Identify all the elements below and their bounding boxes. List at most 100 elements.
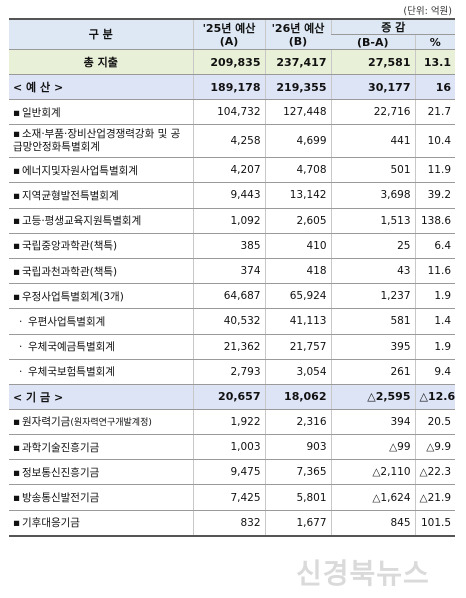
total-label: 총 지출 [9,49,193,75]
row-label: ▪ 국립과천과학관(책특) [9,258,193,285]
row-a: 1,922 [192,409,265,436]
table-row: ▪ 국립과천과학관(책특) 374 418 43 11.6 [9,258,456,285]
row-label-text: 일반회계 [22,106,61,119]
row-label-text: 국립과천과학관(책특) [22,265,118,278]
row-label: ▪ 고등·평생교육지원특별회계 [9,208,193,234]
row-label-text: 고등·평생교육지원특별회계 [22,215,142,228]
row-diff: 261 [330,359,415,385]
bullet-icon: ▪ [13,492,21,505]
budget-section-label: < 예 산 > [9,74,193,100]
row-label-text: 소재·부품·장비산업경쟁력강화 및 공급망안정화특별회계 [13,128,181,154]
row-pct: 1.9 [414,334,456,360]
row-a: 64,687 [192,283,265,310]
row-label: ▪ 우정사업특별회계(3개) [9,283,193,310]
row-b: 127,448 [264,99,331,126]
fund-section-row: < 기 금 > 20,657 18,062 △2,595 △12.6 [9,384,456,410]
header-col-a: '25년 예산 (A) [192,19,265,50]
row-label-text: 정보통신진흥기금 [22,466,100,479]
row-pct: 6.4 [414,233,456,259]
row-a: 104,732 [192,99,265,126]
row-pct: △22.3 [414,459,456,486]
row-label: ▪ 에너지및자원사업특별회계 [9,157,193,184]
row-pct: 1.4 [414,308,456,335]
row-label: ▪ 국립중앙과학관(책특) [9,233,193,259]
total-pct: 13.1 [414,49,456,75]
row-b: 418 [264,258,331,285]
row-label: ▪ 기후대응기금 [9,510,193,537]
row-pct: 21.7 [414,99,456,126]
bullet-icon: ▪ [13,517,21,530]
row-diff: 394 [330,409,415,436]
row-label-text: 지역균형발전특별회계 [22,189,119,202]
bullet-icon: ▪ [13,441,21,454]
row-pct: 39.2 [414,182,456,209]
row-diff: 1,237 [330,283,415,310]
row-b: 410 [264,233,331,259]
row-label-note: (원자력연구개발계정) [70,418,152,429]
budget-table: 구 분 '25년 예산 (A) '26년 예산 (B) 증 감 (B-A) % … [9,18,456,537]
row-diff: 845 [330,510,415,537]
bullet-icon: ▪ [13,265,21,278]
table-row: ▪ 우정사업특별회계(3개) 64,687 65,924 1,237 1.9 [9,283,456,310]
row-label-text: 에너지및자원사업특별회계 [22,164,138,177]
header-pct: % [414,34,456,50]
row-pct: 10.4 [414,124,456,159]
row-b: 7,365 [264,459,331,486]
row-diff: 3,698 [330,182,415,209]
table-row: ▪ 소재·부품·장비산업경쟁력강화 및 공급망안정화특별회계 4,258 4,69… [9,124,456,159]
row-pct: 101.5 [414,510,456,537]
row-diff: 25 [330,233,415,259]
bullet-icon: ▪ [13,416,21,429]
table-row: ▪ 과학기술진흥기금 1,003 903 △99 △9.9 [9,434,456,461]
row-b: 4,708 [264,157,331,184]
bullet-icon: ▪ [13,189,21,202]
row-diff: 581 [330,308,415,335]
header-col-a-line1: '25년 예산 [202,21,256,35]
fund-section-label: < 기 금 > [9,384,193,410]
row-diff: 501 [330,157,415,184]
row-pct: 9.4 [414,359,456,385]
bullet-icon: · [19,315,23,328]
row-pct: 11.9 [414,157,456,184]
bullet-icon: ▪ [13,215,21,228]
budget-section-a: 189,178 [192,74,265,100]
table-row: ▪ 일반회계 104,732 127,448 22,716 21.7 [9,99,456,126]
budget-section-row: < 예 산 > 189,178 219,355 30,177 16 [9,74,456,100]
row-label-text: 우정사업특별회계(3개) [22,290,124,303]
row-a: 1,092 [192,208,265,234]
row-label: ▪ 과학기술진흥기금 [9,434,193,461]
row-b: 65,924 [264,283,331,310]
table-row: ▪ 지역균형발전특별회계 9,443 13,142 3,698 39.2 [9,182,456,209]
row-b: 21,757 [264,334,331,360]
row-b: 3,054 [264,359,331,385]
row-label-text: 방송통신발전기금 [22,492,100,505]
total-b: 237,417 [264,49,331,75]
row-label: ▪ 정보통신진흥기금 [9,459,193,486]
row-pct: △21.9 [414,484,456,511]
bullet-icon: · [19,341,23,354]
header-col-b-line1: '26년 예산 [271,21,325,35]
row-a: 9,475 [192,459,265,486]
fund-section-pct: △12.6 [414,384,456,410]
bullet-icon: ▪ [13,164,21,177]
row-label: ▪ 지역균형발전특별회계 [9,182,193,209]
total-a: 209,835 [192,49,265,75]
bullet-icon: ▪ [13,466,21,479]
row-diff: △1,624 [330,484,415,511]
row-a: 832 [192,510,265,537]
header-diff: (B-A) [331,34,415,50]
total-diff: 27,581 [330,49,415,75]
header-col-b: '26년 예산 (B) [264,19,331,50]
row-label: · 우편사업특별회계 [9,308,193,335]
row-label: · 우체국보험특별회계 [9,359,193,385]
row-b: 903 [264,434,331,461]
fund-section-b: 18,062 [264,384,331,410]
row-label-text: 우체국보험특별회계 [28,366,115,379]
row-label: ▪ 일반회계 [9,99,193,126]
row-b: 13,142 [264,182,331,209]
table-row: ▪ 정보통신진흥기금 9,475 7,365 △2,110 △22.3 [9,459,456,486]
fund-section-diff: △2,595 [330,384,415,410]
header-col-a-line2: (A) [219,34,239,48]
row-a: 40,532 [192,308,265,335]
row-label: ▪ 소재·부품·장비산업경쟁력강화 및 공급망안정화특별회계 [9,124,193,159]
